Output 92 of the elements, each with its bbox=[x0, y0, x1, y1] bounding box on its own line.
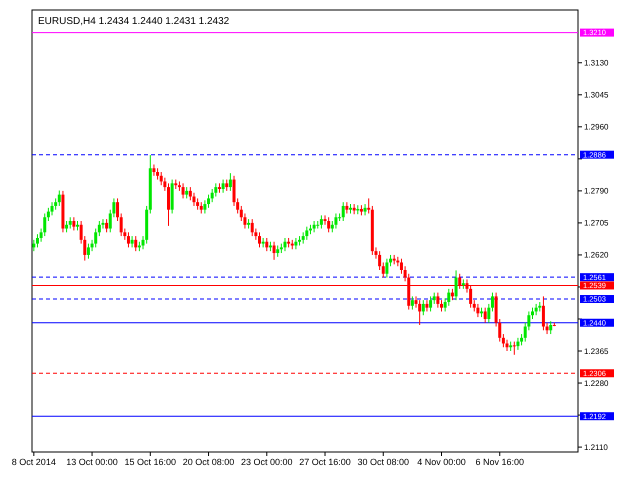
candlestick bbox=[382, 262, 385, 278]
candlestick bbox=[334, 212, 338, 230]
candlestick bbox=[247, 218, 250, 230]
candlestick bbox=[378, 250, 382, 270]
y-tick-label: 1.2620 bbox=[584, 250, 610, 260]
x-tick-label: 4 Nov 00:00 bbox=[417, 457, 466, 467]
candlestick bbox=[72, 216, 76, 231]
candlestick bbox=[327, 216, 330, 233]
candlestick bbox=[265, 237, 268, 252]
candlestick bbox=[134, 236, 138, 252]
y-tick-label: 1.2790 bbox=[584, 186, 610, 196]
candlestick bbox=[385, 258, 388, 278]
candlestick bbox=[364, 204, 367, 216]
candlestick bbox=[345, 202, 348, 214]
candlestick bbox=[360, 204, 363, 216]
candlestick bbox=[444, 298, 447, 312]
candlestick bbox=[549, 320, 552, 335]
candlestick bbox=[429, 296, 432, 312]
candlestick bbox=[352, 204, 356, 215]
candlestick bbox=[527, 310, 530, 331]
candlestick bbox=[410, 296, 414, 310]
candlestick bbox=[250, 218, 254, 237]
candlestick bbox=[222, 179, 225, 194]
candlestick bbox=[287, 237, 290, 248]
y-tick-label: 1.2365 bbox=[584, 346, 610, 356]
candlestick bbox=[130, 236, 134, 248]
candlestick bbox=[454, 270, 458, 301]
candlestick bbox=[126, 232, 130, 248]
candlestick bbox=[462, 278, 465, 290]
candlestick bbox=[228, 172, 232, 192]
candlestick bbox=[200, 202, 203, 214]
candlestick bbox=[262, 237, 265, 248]
candlestick bbox=[80, 220, 83, 244]
candlestick bbox=[258, 232, 261, 248]
candlestick bbox=[225, 179, 228, 192]
candlestick bbox=[68, 216, 72, 230]
candlestick bbox=[320, 214, 323, 230]
candlestick bbox=[160, 172, 163, 186]
y-tick-label: 1.3045 bbox=[584, 90, 610, 100]
candlestick bbox=[305, 226, 308, 240]
x-tick-label: 8 Oct 2014 bbox=[12, 457, 56, 467]
candlestick bbox=[283, 237, 286, 252]
candlestick bbox=[86, 243, 90, 260]
candlestick bbox=[302, 232, 305, 244]
candlestick bbox=[98, 220, 101, 237]
candlestick bbox=[512, 341, 516, 356]
candlestick bbox=[422, 300, 425, 316]
candlestick bbox=[502, 334, 505, 348]
candlestick bbox=[83, 236, 86, 262]
candlestick bbox=[65, 220, 68, 233]
candlestick bbox=[105, 218, 108, 233]
x-tick-label: 27 Oct 16:00 bbox=[299, 457, 351, 467]
candlestick bbox=[152, 164, 156, 176]
candlestick bbox=[476, 303, 480, 318]
candlestick bbox=[268, 241, 272, 252]
candlestick bbox=[185, 186, 188, 199]
candlestick bbox=[58, 190, 61, 206]
x-tick-label: 30 Oct 08:00 bbox=[357, 457, 410, 467]
candlestick bbox=[516, 337, 520, 350]
candlestick bbox=[484, 307, 487, 324]
candlestick bbox=[214, 182, 218, 198]
candlestick bbox=[418, 300, 422, 326]
candlestick bbox=[392, 254, 396, 265]
candlestick bbox=[447, 288, 450, 306]
x-tick-label: 23 Oct 00:00 bbox=[241, 457, 293, 467]
candlestick bbox=[425, 300, 428, 312]
y-tick-label: 1.2705 bbox=[584, 218, 610, 228]
candlestick bbox=[534, 303, 538, 316]
candlestick bbox=[290, 239, 294, 250]
text: EURUSD,H4 1.2434 1.2440 1.2431 1.2432 bbox=[38, 16, 230, 27]
candlestick bbox=[342, 202, 345, 222]
y-tick-label: 1.3130 bbox=[584, 58, 610, 68]
candlestick bbox=[436, 292, 440, 308]
x-tick-label: 15 Oct 16:00 bbox=[124, 457, 176, 467]
y-tick-label: 1.2280 bbox=[584, 378, 610, 388]
y-tick-label: 1.2110 bbox=[584, 442, 608, 452]
candlestick bbox=[356, 204, 360, 215]
candlestick bbox=[94, 228, 98, 248]
candlestick bbox=[294, 237, 298, 250]
x-tick-label: 6 Nov 16:00 bbox=[475, 457, 524, 467]
x-tick-label: 20 Oct 08:00 bbox=[182, 457, 234, 467]
candlestick bbox=[450, 288, 454, 301]
x-tick-label: 13 Oct 00:00 bbox=[66, 457, 118, 467]
candlestick bbox=[218, 182, 221, 194]
candlestick bbox=[480, 307, 484, 318]
candlestick bbox=[524, 322, 527, 342]
candlestick bbox=[276, 245, 280, 258]
y-tick-label: 1.2960 bbox=[584, 122, 610, 132]
candlestick bbox=[272, 241, 276, 260]
candlestick bbox=[542, 296, 545, 331]
candlestick bbox=[312, 220, 316, 233]
candlestick bbox=[182, 182, 185, 199]
